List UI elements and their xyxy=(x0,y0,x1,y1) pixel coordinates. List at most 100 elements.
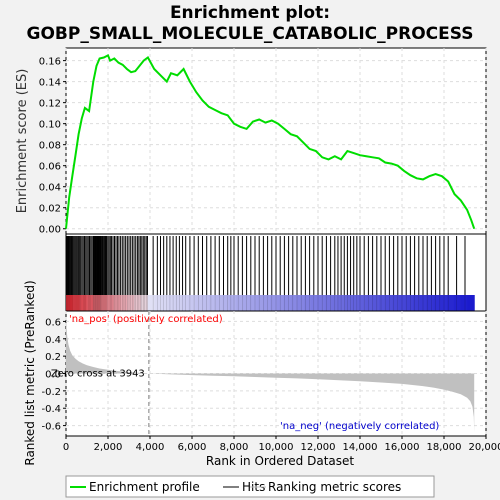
rank-panel: Zero cross at 3943 'na_pos' (positively … xyxy=(23,280,500,468)
x-tick-label-4: 8,000 xyxy=(220,442,249,453)
color-bar-segment-49 xyxy=(399,295,407,311)
x-tick-label-2: 4,000 xyxy=(136,442,165,453)
negative-correlation-label: 'na_neg' (negatively correlated) xyxy=(280,421,439,432)
color-bar-segment-54 xyxy=(433,295,441,311)
color-bar-segment-16 xyxy=(174,295,183,311)
es-tick-label-2: 0.04 xyxy=(39,183,61,194)
rank-y-ticks: -0.6 -0.4 -0.2 0.0 0.2 0.4 0.6 xyxy=(41,317,66,433)
color-bar-segment-45 xyxy=(372,295,380,311)
es-tick-label-7: 0.14 xyxy=(39,78,61,89)
hits-panel xyxy=(65,233,487,312)
rank-tick-label-1: -0.4 xyxy=(41,404,61,415)
color-bar-segment-41 xyxy=(344,295,353,311)
x-tick-label-0: 0 xyxy=(63,442,69,453)
positive-correlation-label: 'na_pos' (positively correlated) xyxy=(69,314,223,325)
color-bar-segment-28 xyxy=(256,295,264,311)
legend: Enrichment profile Hits Ranking metric s… xyxy=(65,475,435,498)
color-bar-segment-19 xyxy=(195,295,203,311)
rank-tick-label-4: 0.2 xyxy=(45,352,61,363)
color-bar-segment-20 xyxy=(202,295,210,311)
es-tick-label-8: 0.16 xyxy=(39,57,61,68)
rank-tick-label-0: -0.6 xyxy=(41,422,61,433)
color-bar-segment-53 xyxy=(426,295,434,311)
color-bar-segment-7 xyxy=(113,295,121,311)
color-bar-segment-31 xyxy=(276,295,285,311)
rank-tick-label-2: -0.2 xyxy=(41,387,61,398)
title-line-2: GOBP_SMALL_MOLECULE_CATABOLIC_PROCESS xyxy=(27,24,474,44)
es-y-ticks: 0.00 0.02 0.04 0.06 0.08 0.10 0.12 0.14 0.16 xyxy=(39,57,66,236)
color-bar-segment-21 xyxy=(208,295,217,311)
color-bar-segment-11 xyxy=(140,295,149,311)
color-bar-segment-6 xyxy=(106,295,115,311)
color-bar-segment-8 xyxy=(120,295,128,311)
color-bar-segment-48 xyxy=(392,295,400,311)
es-tick-label-6: 0.12 xyxy=(39,99,61,110)
legend-label-ranking: Ranking metric scores xyxy=(268,480,401,494)
color-bar-segment-43 xyxy=(358,295,366,311)
x-tick-label-8: 16,000 xyxy=(385,442,420,453)
color-bar-segment-14 xyxy=(161,295,169,311)
color-bar-segment-38 xyxy=(324,295,332,311)
color-bar-segment-3 xyxy=(86,295,94,311)
es-tick-label-4: 0.08 xyxy=(39,141,61,152)
rank-tick-label-6: 0.6 xyxy=(45,317,61,328)
ranking-metric-area xyxy=(66,317,475,433)
color-bar-segment-29 xyxy=(263,295,271,311)
color-bar-segment-37 xyxy=(317,295,326,311)
zero-cross-label: Zero cross at 3943 xyxy=(51,369,145,380)
color-bar-segment-47 xyxy=(385,295,394,311)
rank-tick-label-3: 0.0 xyxy=(45,370,61,381)
color-bar-segment-15 xyxy=(168,295,176,311)
color-bar-segment-36 xyxy=(310,295,319,311)
color-bar-segment-17 xyxy=(181,295,189,311)
rank-x-ticks: 0 2,000 4,000 6,000 8,000 10,000 12,000 14,000 1… xyxy=(63,436,500,453)
color-bar-segment-5 xyxy=(100,295,108,311)
color-bar-segment-0 xyxy=(66,295,74,311)
es-tick-label-5: 0.10 xyxy=(39,120,61,131)
color-bar-segment-1 xyxy=(72,295,81,311)
color-bar-segment-42 xyxy=(351,295,360,311)
color-bar-segment-10 xyxy=(134,295,142,311)
legend-label-enrichment: Enrichment profile xyxy=(89,480,200,494)
rank-y-axis-label: Ranked list metric (PreRanked) xyxy=(23,280,37,465)
color-bar-segment-18 xyxy=(188,295,196,311)
color-bar-segment-13 xyxy=(154,295,162,311)
color-bar-segment-44 xyxy=(365,295,373,311)
rank-color-bar xyxy=(66,295,475,311)
color-bar-segment-32 xyxy=(283,295,292,311)
color-bar-segment-23 xyxy=(222,295,230,311)
es-tick-label-1: 0.02 xyxy=(39,204,61,215)
color-bar-segment-9 xyxy=(127,295,135,311)
color-bar-segment-27 xyxy=(249,295,258,311)
color-bar-segment-52 xyxy=(419,295,428,311)
x-tick-label-5: 10,000 xyxy=(259,442,294,453)
es-tick-label-0: 0.00 xyxy=(39,225,61,236)
color-bar-segment-50 xyxy=(406,295,414,311)
color-bar-segment-24 xyxy=(229,295,237,311)
x-tick-label-10: 20,000 xyxy=(469,442,500,453)
hit-lines xyxy=(65,236,466,295)
color-bar-segment-4 xyxy=(93,295,101,311)
color-bar-segment-56 xyxy=(447,295,455,311)
x-tick-label-9: 18,000 xyxy=(427,442,462,453)
x-axis-label: Rank in Ordered Dataset xyxy=(206,454,354,468)
color-bar-segment-26 xyxy=(242,295,251,311)
color-bar-segment-57 xyxy=(453,295,462,311)
color-bar-segment-40 xyxy=(338,295,346,311)
color-bar-segment-58 xyxy=(460,295,468,311)
color-bar-segment-33 xyxy=(290,295,298,311)
color-bar-segment-25 xyxy=(236,295,244,311)
color-bar-segment-59 xyxy=(467,295,475,311)
enrichment-profile-line xyxy=(65,54,476,230)
x-tick-label-1: 2,000 xyxy=(94,442,123,453)
color-bar-segment-51 xyxy=(413,295,421,311)
es-panel: 0.00 0.02 0.04 0.06 0.08 0.10 0.12 0.14 0.16 Enr… xyxy=(15,47,487,236)
color-bar-segment-46 xyxy=(378,295,387,311)
color-bar-segment-55 xyxy=(440,295,448,311)
es-tick-label-3: 0.06 xyxy=(39,162,61,173)
x-tick-label-7: 14,000 xyxy=(343,442,378,453)
x-tick-label-3: 6,000 xyxy=(178,442,207,453)
color-bar-segment-39 xyxy=(331,295,339,311)
color-bar-segment-2 xyxy=(79,295,87,311)
